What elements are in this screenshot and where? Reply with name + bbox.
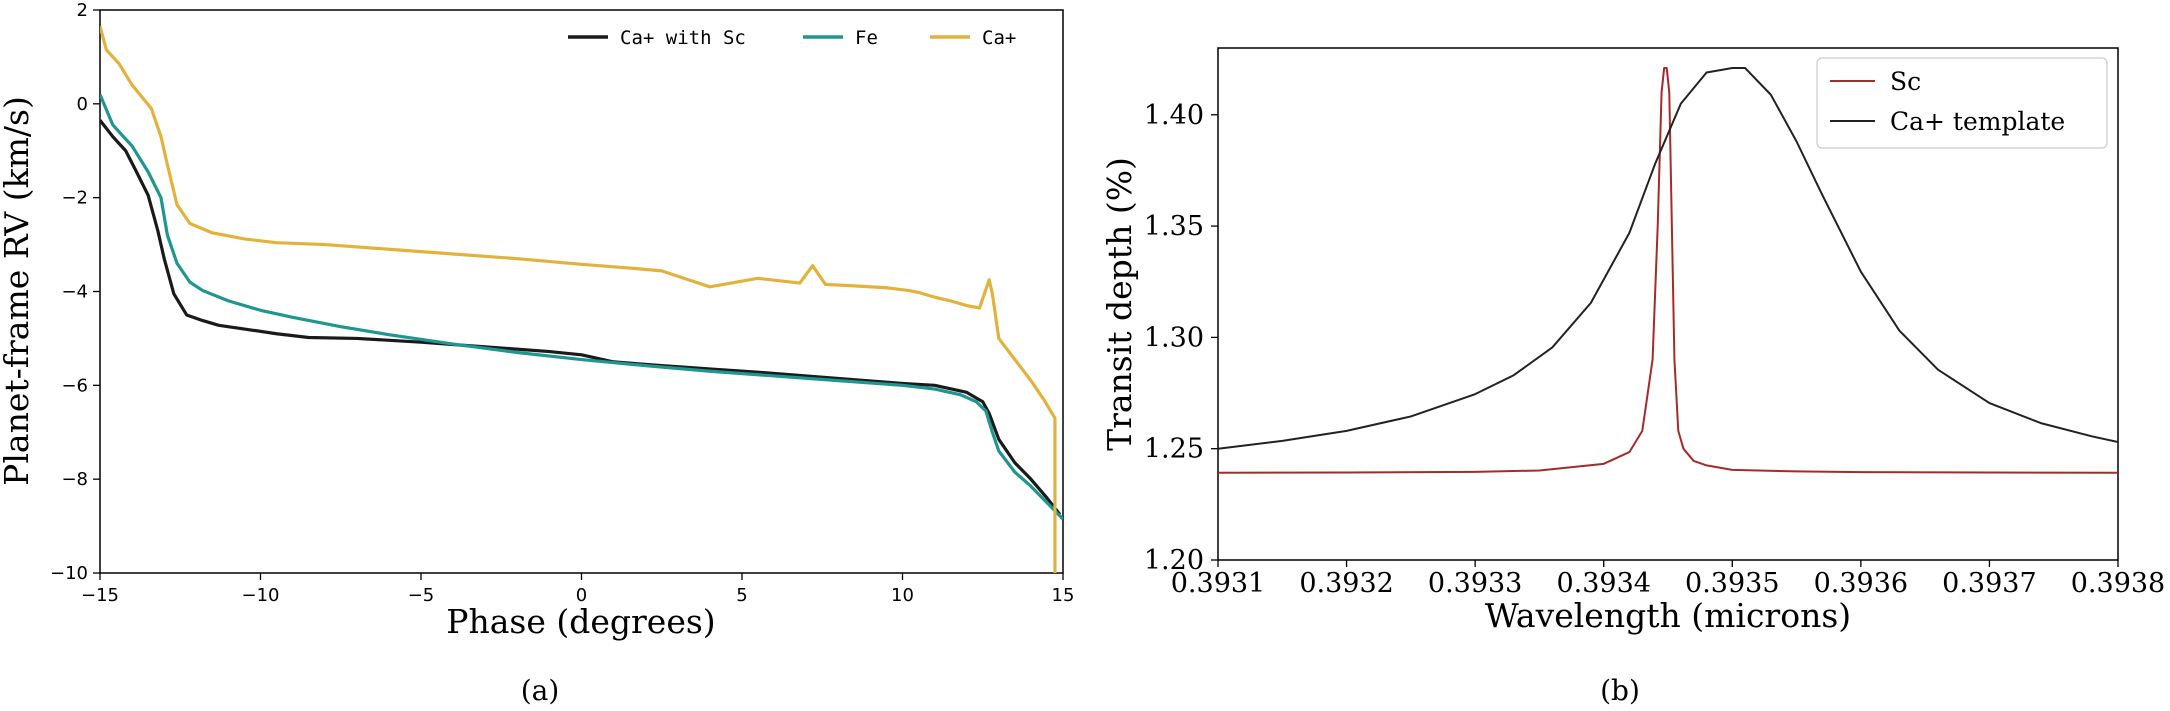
chart-b-xlabel: Wavelength (microns) xyxy=(1485,596,1851,635)
y-tick-label: 1.35 xyxy=(1144,211,1204,242)
series-line-ca- xyxy=(100,25,1057,573)
chart-a-x-ticks: −15 −10 −5 0 5 10 15 xyxy=(81,573,1074,606)
y-tick-label: 1.30 xyxy=(1144,322,1204,353)
chart-a-xlabel: Phase (degrees) xyxy=(446,602,715,641)
x-tick-label: 5 xyxy=(736,585,747,606)
chart-a-legend: Ca+ with Sc Fe Ca+ xyxy=(568,27,1016,49)
series-line-ca-template xyxy=(1218,67,2118,450)
y-tick-label: 1.25 xyxy=(1144,434,1204,465)
legend-box xyxy=(1816,57,2108,149)
series-line-sc xyxy=(1218,67,2118,474)
y-tick-label: −6 xyxy=(61,375,88,396)
x-tick-label: −15 xyxy=(81,585,119,606)
x-tick-label: 0.3934 xyxy=(1556,568,1650,599)
x-tick-label: 15 xyxy=(1052,585,1075,606)
legend-label: Fe xyxy=(855,27,878,49)
chart-b-legend: Sc Ca+ template xyxy=(1816,57,2108,149)
x-tick-label: 0.3936 xyxy=(1814,568,1908,599)
chart-b: 0.3931 0.3932 0.3933 0.3934 0.3935 0.3936 0.39… xyxy=(1100,47,2165,707)
chart-a-caption: (a) xyxy=(521,674,560,707)
y-tick-label: −10 xyxy=(50,563,88,584)
chart-a-ylabel: Planet-frame RV (km/s) xyxy=(0,96,36,486)
x-tick-label: 0 xyxy=(576,585,587,606)
chart-b-series-group xyxy=(1218,67,2118,474)
x-tick-label: 0.3933 xyxy=(1428,568,1522,599)
series-line-ca-with-sc xyxy=(100,119,1062,516)
y-tick-label: −2 xyxy=(61,188,88,209)
legend-label: Ca+ template xyxy=(1890,107,2065,136)
x-tick-label: −5 xyxy=(408,585,435,606)
chart-b-y-ticks: 1.20 1.25 1.30 1.35 1.40 xyxy=(1144,100,1218,576)
x-tick-label: 0.3938 xyxy=(2071,568,2165,599)
legend-label: Ca+ xyxy=(982,27,1016,49)
x-tick-label: 0.3937 xyxy=(1942,568,2036,599)
chart-b-caption: (b) xyxy=(1600,674,1640,707)
legend-label: Ca+ with Sc xyxy=(620,27,746,49)
y-tick-label: 1.20 xyxy=(1144,545,1204,576)
chart-a: −15 −10 −5 0 5 10 15 −10−8−6−4−202 Phase (degr… xyxy=(0,0,1074,707)
y-tick-label: −8 xyxy=(61,469,88,490)
x-tick-label: 0.3935 xyxy=(1685,568,1779,599)
chart-a-series-group xyxy=(100,25,1063,573)
x-tick-label: 10 xyxy=(891,585,914,606)
y-tick-label: −4 xyxy=(61,282,88,303)
y-tick-label: 2 xyxy=(77,0,88,21)
chart-b-x-ticks: 0.3931 0.3932 0.3933 0.3934 0.3935 0.3936 0.39… xyxy=(1171,560,2165,599)
x-tick-label: −10 xyxy=(242,585,280,606)
legend-label: Sc xyxy=(1890,67,1921,96)
x-tick-label: 0.3932 xyxy=(1299,568,1393,599)
chart-b-ylabel: Transit depth (%) xyxy=(1100,157,1139,451)
x-tick-label: 0.3931 xyxy=(1171,568,1265,599)
y-tick-label: 0 xyxy=(77,94,88,115)
y-tick-label: 1.40 xyxy=(1144,100,1204,131)
chart-b-frame xyxy=(1217,47,2119,561)
chart-a-y-ticks: −10 −8 −6 −4 −2 0 2 xyxy=(50,0,100,584)
series-line-fe xyxy=(100,93,1063,521)
